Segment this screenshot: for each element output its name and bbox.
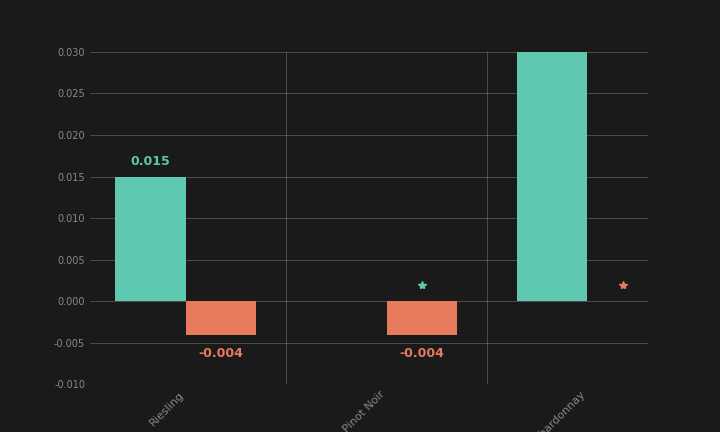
Text: -0.004: -0.004 <box>199 347 243 360</box>
Bar <box>387 302 457 334</box>
Text: -0.004: -0.004 <box>400 347 444 360</box>
Bar <box>517 0 588 302</box>
Bar <box>186 302 256 334</box>
Bar <box>115 177 186 302</box>
Text: 0.015: 0.015 <box>130 155 171 168</box>
